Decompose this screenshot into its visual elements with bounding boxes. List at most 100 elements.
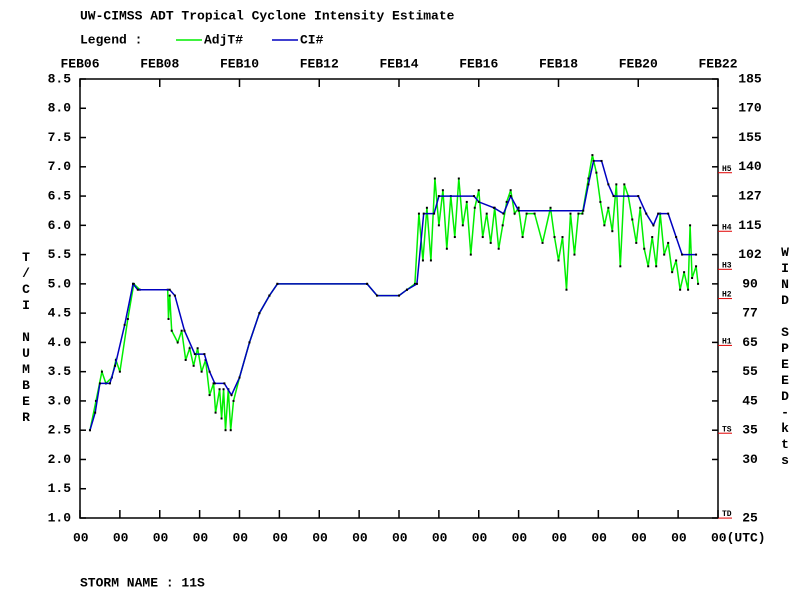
- point: [657, 212, 660, 215]
- point: [689, 224, 692, 227]
- point: [667, 241, 670, 244]
- point: [477, 189, 480, 192]
- x-date-label: FEB08: [140, 56, 179, 71]
- point: [176, 341, 179, 344]
- y2-tick-label: 170: [738, 101, 762, 116]
- point: [218, 388, 221, 391]
- y-tick-label: 6.5: [48, 189, 72, 204]
- x-tick-label: 00: [552, 530, 568, 545]
- y-tick-label: 2.0: [48, 452, 72, 467]
- x-tick-label: 00: [512, 530, 528, 545]
- point: [203, 353, 206, 356]
- point: [469, 253, 472, 256]
- point: [591, 154, 594, 157]
- point: [587, 183, 590, 186]
- point: [683, 271, 686, 274]
- intensity-marker-label: TD: [722, 510, 732, 519]
- point: [569, 212, 572, 215]
- point: [192, 364, 195, 367]
- point: [695, 265, 698, 268]
- y2-tick-label: 155: [738, 130, 762, 145]
- point: [549, 206, 552, 209]
- point: [224, 429, 227, 432]
- x-tick-label: 00: [312, 530, 328, 545]
- series-line: [89, 154, 699, 431]
- x-tick-label: 00: [153, 530, 169, 545]
- x-date-label: FEB10: [220, 56, 259, 71]
- point: [502, 212, 505, 215]
- series-line: [89, 160, 697, 431]
- point: [208, 394, 211, 397]
- point: [98, 382, 101, 385]
- y2-tick-label: 25: [742, 510, 758, 525]
- point: [212, 382, 215, 385]
- point: [238, 376, 241, 379]
- x-tick-label: 00: [272, 530, 288, 545]
- point: [196, 347, 199, 350]
- y2-tick-label: 77: [742, 306, 758, 321]
- point: [611, 230, 614, 233]
- y-tick-label: 2.5: [48, 423, 72, 438]
- point: [132, 282, 135, 285]
- point: [441, 189, 444, 192]
- point: [223, 382, 226, 385]
- point: [180, 329, 183, 332]
- x-date-label: FEB22: [698, 56, 737, 71]
- point: [663, 253, 666, 256]
- point: [687, 288, 690, 291]
- point: [671, 271, 674, 274]
- x-tick-label: 00: [671, 530, 687, 545]
- point: [453, 236, 456, 239]
- point: [600, 159, 603, 162]
- chart-title: UW-CIMSS ADT Tropical Cyclone Intensity …: [80, 8, 455, 23]
- point: [457, 177, 460, 180]
- x-date-label: FEB06: [60, 56, 99, 71]
- x-date-label: FEB16: [459, 56, 498, 71]
- x-tick-label: 00: [432, 530, 448, 545]
- point: [473, 206, 476, 209]
- x-tick-label: 00: [352, 530, 368, 545]
- point: [184, 358, 187, 361]
- point: [565, 288, 568, 291]
- y2-tick-label: 30: [742, 452, 758, 467]
- y-tick-label: 5.5: [48, 247, 72, 262]
- point: [248, 341, 251, 344]
- intensity-marker-label: H4: [722, 223, 732, 232]
- point: [123, 323, 126, 326]
- point: [183, 329, 186, 332]
- x-date-label: FEB12: [300, 56, 339, 71]
- point: [422, 212, 425, 215]
- point: [612, 195, 615, 198]
- y2-tick-label: 90: [742, 276, 758, 291]
- point: [675, 236, 678, 239]
- x-tick-label: 00(UTC): [711, 530, 766, 545]
- point: [421, 259, 424, 262]
- legend-label: AdjT#: [204, 32, 243, 47]
- point: [168, 288, 171, 291]
- legend-label: CI#: [300, 32, 324, 47]
- y-tick-label: 6.0: [48, 218, 72, 233]
- point: [492, 206, 495, 209]
- point: [509, 195, 512, 198]
- y-tick-label: 7.0: [48, 159, 72, 174]
- point: [557, 259, 560, 262]
- point: [623, 183, 626, 186]
- point: [126, 317, 129, 320]
- point: [417, 212, 420, 215]
- point: [230, 394, 233, 397]
- intensity-marker-label: H2: [722, 291, 732, 300]
- point: [695, 253, 698, 256]
- intensity-marker-label: H1: [722, 338, 732, 347]
- point: [639, 206, 642, 209]
- point: [631, 218, 634, 221]
- point: [652, 224, 655, 227]
- point: [582, 209, 585, 212]
- y-tick-label: 3.5: [48, 364, 72, 379]
- point: [88, 429, 91, 432]
- point: [513, 212, 516, 215]
- point: [437, 224, 440, 227]
- point: [577, 212, 580, 215]
- point: [615, 183, 618, 186]
